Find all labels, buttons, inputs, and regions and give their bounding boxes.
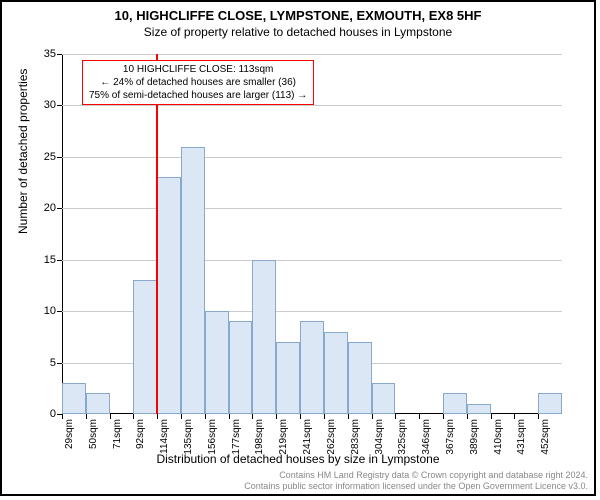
annotation-line-1: 10 HIGHCLIFFE CLOSE: 113sqm — [89, 63, 307, 76]
chart-title-main: 10, HIGHCLIFFE CLOSE, LYMPSTONE, EXMOUTH… — [2, 8, 594, 23]
chart-title-sub: Size of property relative to detached ho… — [2, 25, 594, 39]
x-tick — [300, 414, 301, 419]
histogram-bar — [467, 404, 491, 414]
x-tick-label: 325sqm — [397, 419, 408, 455]
chart-container: 10, HIGHCLIFFE CLOSE, LYMPSTONE, EXMOUTH… — [0, 0, 596, 496]
histogram-bar — [276, 342, 300, 414]
histogram-bar — [62, 383, 86, 414]
x-tick-label: 29sqm — [64, 419, 75, 449]
footer-line-2: Contains public sector information licen… — [244, 481, 588, 492]
x-tick — [181, 414, 182, 419]
histogram-bar — [300, 321, 324, 414]
x-tick-label: 389sqm — [469, 419, 480, 455]
y-tick-label: 30 — [44, 99, 56, 111]
x-tick-label: 431sqm — [516, 419, 527, 455]
x-tick-label: 50sqm — [88, 419, 99, 449]
x-tick — [110, 414, 111, 419]
x-tick — [229, 414, 230, 419]
histogram-bar — [181, 147, 205, 414]
histogram-bar — [538, 393, 562, 414]
y-tick — [57, 260, 62, 261]
x-tick — [467, 414, 468, 419]
grid-line — [62, 54, 562, 55]
x-tick-label: 71sqm — [112, 419, 123, 449]
x-tick-label: 346sqm — [421, 419, 432, 455]
y-tick-label: 25 — [44, 151, 56, 163]
annotation-line-2: ← 24% of detached houses are smaller (36… — [89, 76, 307, 89]
y-tick-label: 0 — [50, 408, 56, 420]
x-tick-label: 198sqm — [254, 419, 265, 455]
y-axis-title: Number of detached properties — [16, 69, 30, 234]
x-tick — [86, 414, 87, 419]
x-tick-label: 114sqm — [159, 419, 170, 454]
reference-line — [156, 54, 158, 414]
grid-line — [62, 260, 562, 261]
y-tick — [57, 208, 62, 209]
x-tick — [205, 414, 206, 419]
x-tick-label: 92sqm — [135, 419, 146, 449]
y-tick — [57, 105, 62, 106]
grid-line — [62, 105, 562, 106]
x-tick-label: 367sqm — [445, 419, 456, 455]
histogram-bar — [443, 393, 467, 414]
histogram-bar — [229, 321, 253, 414]
x-tick-label: 262sqm — [326, 419, 337, 455]
histogram-bar — [324, 332, 348, 414]
y-tick — [57, 311, 62, 312]
y-tick — [57, 157, 62, 158]
histogram-bar — [252, 260, 276, 414]
x-tick-label: 283sqm — [350, 419, 361, 455]
x-tick-label: 177sqm — [231, 419, 242, 455]
grid-line — [62, 157, 562, 158]
y-tick-label: 5 — [50, 357, 56, 369]
annotation-box: 10 HIGHCLIFFE CLOSE: 113sqm← 24% of deta… — [82, 60, 314, 105]
y-tick — [57, 54, 62, 55]
x-tick — [443, 414, 444, 419]
histogram-bar — [372, 383, 396, 414]
x-tick — [324, 414, 325, 419]
y-tick-label: 10 — [44, 305, 56, 317]
footer-attribution: Contains HM Land Registry data © Crown c… — [244, 470, 588, 492]
histogram-bar — [86, 393, 110, 414]
x-tick — [62, 414, 63, 419]
x-tick-label: 135sqm — [183, 419, 194, 455]
histogram-bar — [157, 177, 181, 414]
histogram-bar — [205, 311, 229, 414]
histogram-bar — [348, 342, 372, 414]
y-axis-line — [62, 54, 63, 414]
x-tick-label: 452sqm — [540, 419, 551, 455]
histogram-bar — [133, 280, 157, 414]
y-tick-label: 15 — [44, 254, 56, 266]
x-axis-title: Distribution of detached houses by size … — [2, 452, 594, 466]
annotation-line-3: 75% of semi-detached houses are larger (… — [89, 89, 307, 102]
x-tick-label: 156sqm — [207, 419, 218, 455]
grid-line — [62, 208, 562, 209]
x-tick — [348, 414, 349, 419]
y-tick-label: 20 — [44, 202, 56, 214]
x-tick — [372, 414, 373, 419]
footer-line-1: Contains HM Land Registry data © Crown c… — [244, 470, 588, 481]
x-tick — [419, 414, 420, 419]
x-tick-label: 241sqm — [302, 419, 313, 455]
x-tick-label: 304sqm — [374, 419, 385, 455]
y-tick-label: 35 — [44, 48, 56, 60]
x-tick-label: 219sqm — [278, 419, 289, 455]
x-tick-label: 410sqm — [493, 419, 504, 455]
plot-area: 0510152025303529sqm50sqm71sqm92sqm114sqm… — [62, 54, 562, 414]
x-tick — [491, 414, 492, 419]
y-tick — [57, 363, 62, 364]
